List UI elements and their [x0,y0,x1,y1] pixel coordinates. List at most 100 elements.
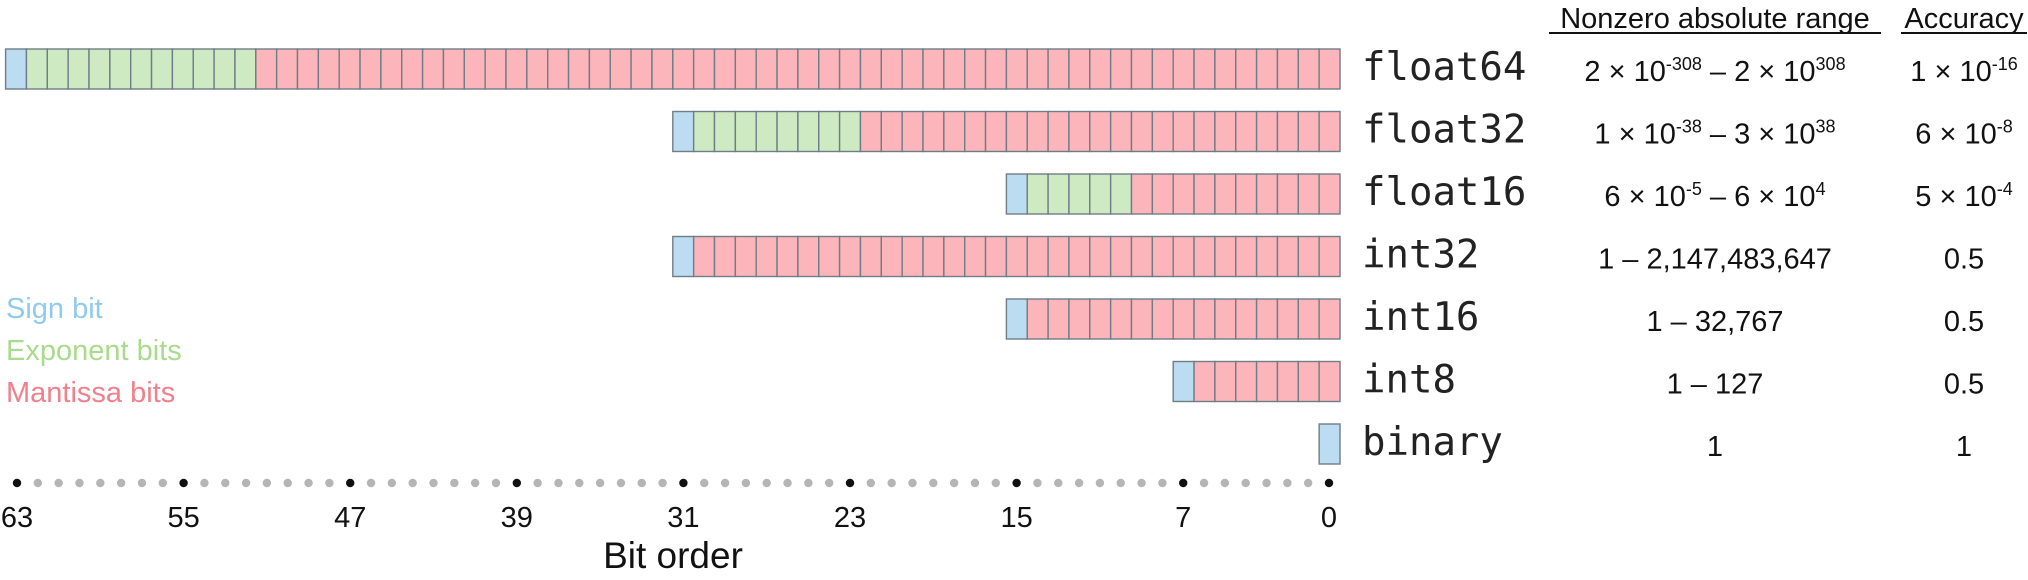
tick-label-39: 39 [501,502,533,534]
mantissa-bit-cell [859,110,883,153]
minor-bit-dot [158,478,167,488]
tick-label-63: 63 [1,502,33,534]
type-label: int8 [1362,358,1456,403]
minor-bit-dot [1116,478,1125,488]
legend-sign-bit: Sign bit [6,293,103,325]
exponent-bit-cell [25,48,49,90]
exponent-bit-cell [192,48,215,90]
mantissa-bit-cell [421,48,445,90]
mantissa-bit-cell [776,48,799,90]
type-label: binary [1362,420,1503,465]
type-row-int32: int32 1 – 2,147,483,647 0.5 [672,233,1984,278]
mantissa-bit-cell [922,48,945,90]
sign-bit-cell [1005,173,1028,215]
mantissa-bit-cell [1297,173,1320,215]
exponent-bit-cell [692,110,716,153]
tick-label-0: 0 [1321,502,1337,534]
mantissa-bit-cell [1089,298,1112,340]
mantissa-bit-cell [1255,110,1279,153]
type-row-binary: binary 1 1 [1318,420,1972,465]
mantissa-bit-cell [964,48,987,90]
type-row-float64: float64 2 × 10-308 – 2 × 10308 1 × 10-16 [4,45,2018,90]
type-label: float64 [1362,45,1526,90]
mantissa-bit-cell [1047,235,1070,278]
mantissa-bit-cell [1276,110,1299,153]
minor-bit-dot [991,478,1000,488]
minor-bit-dot [1199,478,1209,488]
mantissa-bit-cell [1172,48,1195,90]
mantissa-bit-cell [1276,48,1299,90]
range-column-header: Nonzero absolute range [1560,3,1870,35]
range-value: 6 × 10-5 – 6 × 104 [1604,179,1825,213]
minor-bit-dot [241,478,251,488]
mantissa-bit-cell [1255,48,1279,90]
exponent-bit-cell [67,48,90,90]
mantissa-bit-cell [567,48,591,90]
mantissa-bit-cell [1172,235,1195,278]
minor-bit-dot [1158,478,1167,488]
mantissa-bit-cell [1089,110,1112,153]
mantissa-bit-cell [1109,48,1133,90]
type-row-int8: int8 1 – 127 0.5 [1172,358,1984,403]
minor-bit-dot [1054,478,1063,488]
mantissa-bit-cell [859,48,883,90]
mantissa-bit-cell [1214,235,1237,278]
mantissa-bit-cell [1214,298,1237,340]
mantissa-bit-cell [526,48,549,90]
mantissa-bit-cell [1255,360,1279,403]
mantissa-bit-cell [1235,360,1258,403]
major-bit-dot [512,478,522,488]
minor-bit-dot [1303,478,1313,488]
mantissa-bit-cell [630,48,653,90]
mantissa-bit-cell [1172,298,1195,340]
exponent-bit-cell [129,48,153,90]
exponent-bit-cell [1047,173,1070,215]
type-row-float16: float16 6 × 10-5 – 6 × 104 5 × 10-4 [1005,170,2013,215]
minor-bit-dot [429,478,438,488]
mantissa-bit-cell [1109,110,1133,153]
mantissa-bit-cell [1068,298,1091,340]
minor-bit-dot [804,478,813,488]
mantissa-bit-cell [713,235,737,278]
minor-bit-dot [387,478,397,488]
mantissa-bit-cell [1109,235,1133,278]
mantissa-bit-cell [1235,173,1258,215]
minor-bit-dot [970,478,980,488]
minor-bit-dot [283,478,292,488]
mantissa-bit-cell [1068,235,1091,278]
mantissa-bit-cell [1130,110,1154,153]
major-bit-dot [845,478,855,488]
minor-bit-dot [929,478,938,488]
major-bit-dot [1179,478,1188,488]
minor-bit-dot [554,478,563,488]
range-value: 2 × 10-308 – 2 × 10308 [1584,54,1845,88]
minor-bit-dot [200,478,209,488]
minor-bit-dot [533,478,542,488]
type-row-float32: float32 1 × 10-38 – 3 × 1038 6 × 10-8 [672,108,2013,153]
exponent-bit-cell [776,110,799,153]
mantissa-bit-cell [1151,110,1174,153]
minor-bit-dot [637,478,646,488]
tick-label-31: 31 [667,502,699,534]
minor-bit-dot [408,478,417,488]
major-bit-dot [679,478,688,488]
mantissa-bit-cell [1193,298,1216,340]
accuracy-value: 0.5 [1944,369,1984,401]
range-value: 1 – 2,147,483,647 [1598,244,1832,276]
range-value: 1 – 127 [1667,369,1764,401]
mantissa-bit-cell [984,235,1008,278]
exponent-bit-cell [150,48,174,90]
minor-bit-dot [1095,478,1105,488]
tick-label-15: 15 [1000,502,1032,534]
minor-bit-dot [1220,478,1230,488]
mantissa-bit-cell [588,48,611,90]
mantissa-bit-cell [1130,235,1154,278]
sign-bit-cell [1005,298,1028,340]
minor-bit-dot [33,478,43,488]
minor-bit-dot [595,478,605,488]
mantissa-bit-cell [1193,235,1216,278]
accuracy-column-header: Accuracy [1904,3,2024,35]
minor-bit-dot [1262,478,1271,488]
mantissa-bit-cell [734,48,757,90]
